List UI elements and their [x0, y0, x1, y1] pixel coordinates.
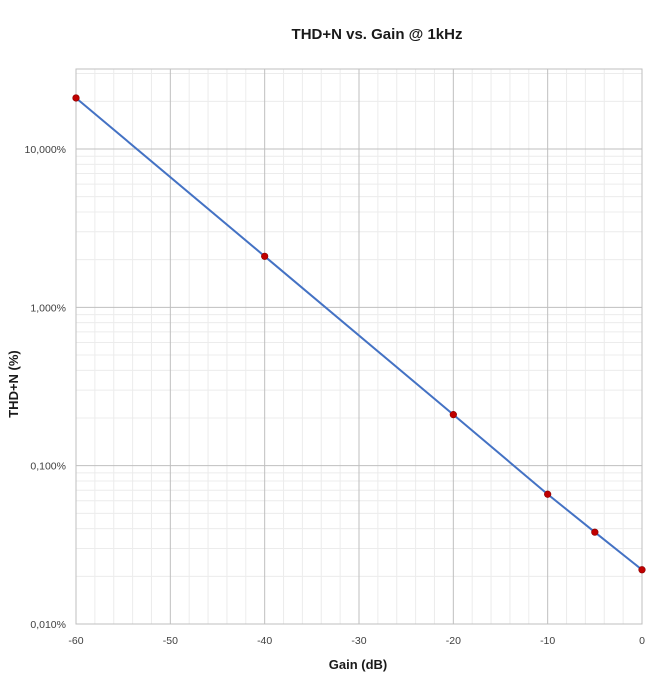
series-layer [72, 94, 646, 574]
plot-area-border [75, 68, 643, 625]
data-point [261, 252, 269, 260]
x-tick-label: -20 [446, 635, 461, 647]
x-axis-tick-labels: -60 -50 -40 -30 -20 -10 0 [68, 635, 645, 647]
y-axis-tick-labels: 0,010% 0,100% 1,000% 10,000% [25, 144, 66, 631]
data-point [449, 411, 457, 419]
x-tick-label: -40 [257, 635, 272, 647]
x-tick-label: -60 [68, 635, 83, 647]
data-point [638, 566, 646, 574]
data-point [72, 94, 80, 102]
y-axis-title: THD+N (%) [6, 350, 21, 418]
series-line [75, 97, 643, 571]
x-tick-label: -50 [163, 635, 178, 647]
x-tick-label: -10 [540, 635, 555, 647]
y-tick-label: 1,000% [30, 302, 66, 314]
y-tick-label: 0,010% [30, 619, 66, 631]
x-tick-label: 0 [639, 635, 645, 647]
x-tick-label: -30 [351, 635, 366, 647]
x-axis-title: Gain (dB) [329, 657, 388, 672]
y-tick-label: 10,000% [25, 144, 66, 156]
chart-title: THD+N vs. Gain @ 1kHz [292, 26, 463, 43]
data-point [544, 490, 552, 498]
y-tick-label: 0,100% [30, 461, 66, 473]
data-point [591, 528, 599, 536]
